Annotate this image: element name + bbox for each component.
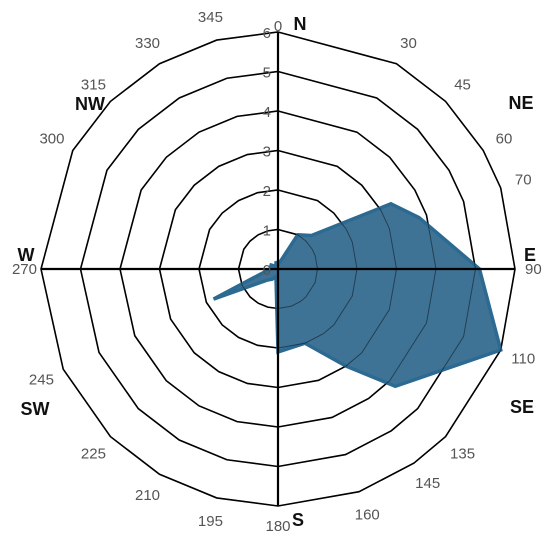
series-area [212,201,503,389]
angle-tick-label: 210 [135,487,160,504]
radial-tick-label: 3 [263,144,271,161]
radial-tick-label: 0 [263,262,271,279]
radial-tick-label: 5 [263,65,271,82]
compass-label: NW [75,94,105,114]
angle-tick-label: 90 [525,261,542,278]
angle-tick-label: 225 [81,446,106,463]
angle-tick-label: 195 [198,513,223,530]
compass-label: S [292,510,304,530]
radial-tick-labels: 0 1 2 3 4 5 6 [263,25,271,279]
radial-tick-label: 4 [263,104,271,121]
angle-tick-label: 245 [29,371,54,388]
compass-label: NE [508,93,533,113]
angle-tick-label: 315 [81,76,106,93]
angle-tick-label: 270 [12,261,37,278]
compass-label: SW [21,399,50,419]
angle-tick-label: 345 [198,9,223,26]
compass-label: N [294,14,307,34]
axis-spokes [41,32,515,506]
angle-tick-label: 160 [355,506,380,523]
compass-labels: N NE E SE S SW W NW [18,14,537,530]
compass-label: W [18,245,35,265]
angle-tick-label: 0 [274,18,282,35]
angle-tick-label: 70 [515,172,532,189]
angle-tick-label: 300 [39,131,64,148]
compass-label: SE [510,397,534,417]
angle-tick-label: 30 [400,35,417,52]
angle-tick-label: 45 [454,76,471,93]
radial-tick-label: 2 [263,183,271,200]
angle-tick-label: 135 [450,446,475,463]
angle-tick-labels: 0304560709011013514516018019521022524527… [12,9,542,535]
angle-tick-label: 145 [415,475,440,492]
angle-tick-label: 60 [496,131,513,148]
angle-tick-label: 330 [135,35,160,52]
radial-tick-label: 1 [263,223,271,240]
angle-tick-label: 180 [265,518,290,535]
angle-tick-label: 110 [511,350,535,367]
radial-tick-label: 6 [263,25,271,42]
compass-label: E [524,245,536,265]
